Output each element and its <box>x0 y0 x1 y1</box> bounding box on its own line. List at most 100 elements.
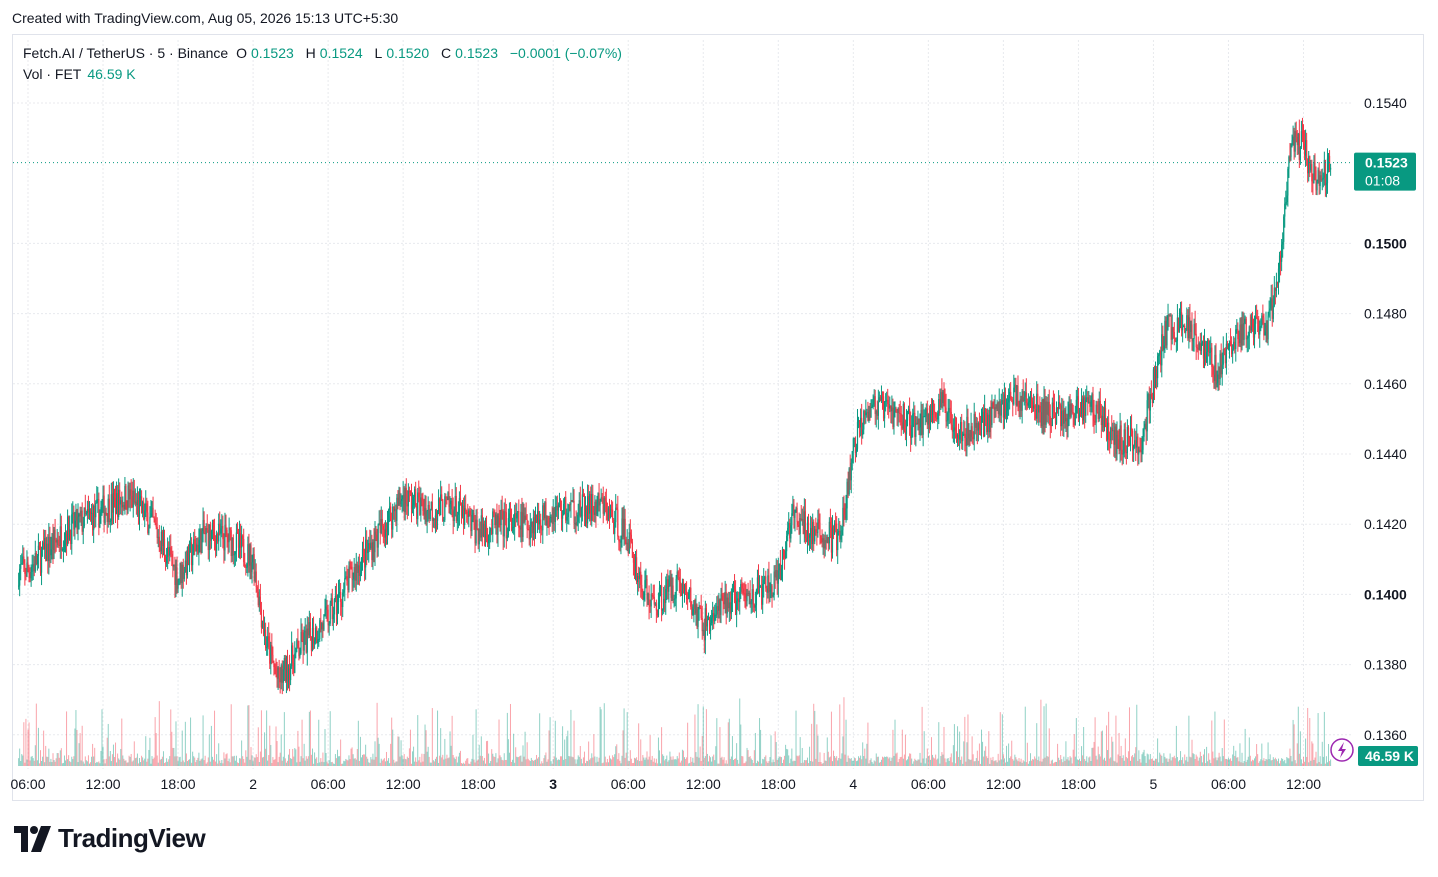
candle-body <box>540 519 542 530</box>
volume-bar <box>302 758 304 766</box>
candle-body <box>92 512 94 531</box>
volume-bar <box>907 759 909 766</box>
candle-body <box>1077 396 1080 419</box>
volume-bar <box>330 762 332 766</box>
volume-bar <box>505 759 507 766</box>
volume-bar <box>1120 745 1122 766</box>
candle-body <box>426 510 428 522</box>
candle-body <box>985 408 987 413</box>
volume-bar <box>1092 747 1094 766</box>
candle-body <box>643 591 645 600</box>
volume-bar <box>1060 755 1062 766</box>
candle-body <box>102 495 104 505</box>
candle-body <box>883 401 886 419</box>
volume-bar <box>898 758 900 766</box>
candle-body <box>1144 423 1146 428</box>
candle-body <box>823 538 825 549</box>
volume-bar <box>1119 756 1121 766</box>
volume-bar <box>1073 734 1075 766</box>
volume-bar <box>376 702 378 766</box>
candle-body <box>191 542 193 566</box>
volume-bar <box>161 756 163 766</box>
volume-bar <box>491 749 493 766</box>
candle-body <box>82 526 84 532</box>
volume-bar <box>1078 758 1080 766</box>
volume-bar <box>677 758 679 766</box>
volume-bar <box>186 761 188 766</box>
volume-bar <box>239 758 241 766</box>
volume-bar <box>635 758 637 766</box>
volume-bar <box>178 757 180 766</box>
volume-bar <box>714 760 716 766</box>
volume-bar <box>965 761 967 766</box>
candle-body <box>29 573 31 579</box>
volume-bar <box>1143 749 1145 766</box>
volume-bar <box>923 731 925 766</box>
volume-bar <box>418 760 420 766</box>
volume-bar <box>1007 761 1009 766</box>
volume-bar <box>158 701 160 766</box>
chart-frame[interactable] <box>12 34 1424 801</box>
candle-body <box>346 576 348 581</box>
candle-body <box>671 585 673 598</box>
candle-body <box>723 601 725 605</box>
volume-bar <box>1106 725 1108 766</box>
volume-bar <box>721 756 723 766</box>
volume-bar <box>618 753 620 766</box>
candle-body <box>925 408 927 417</box>
volume-bar <box>789 763 791 766</box>
candle-body <box>78 514 80 517</box>
candle-body <box>1059 401 1061 406</box>
price-badge-countdown: 01:08 <box>1365 173 1400 189</box>
volume-bar <box>561 756 563 766</box>
candle-body <box>890 406 892 412</box>
volume-bar <box>192 751 194 766</box>
candle-body <box>1108 422 1110 440</box>
candle-body <box>698 605 700 610</box>
candle-body <box>1080 398 1083 414</box>
volume-bar <box>864 748 866 766</box>
candle-body <box>1310 164 1312 171</box>
volume-bar <box>1314 757 1316 766</box>
candle-body <box>1095 404 1097 423</box>
volume-bar <box>409 729 411 766</box>
volume-bar <box>189 759 191 766</box>
volume-bar <box>501 759 503 766</box>
candle-body <box>120 500 122 505</box>
candle-body <box>1097 411 1099 419</box>
candle-body <box>226 529 228 536</box>
candle-body <box>792 504 794 514</box>
lightning-icon[interactable] <box>1330 738 1354 762</box>
candle-body <box>732 586 735 590</box>
candle-body <box>66 516 69 545</box>
volume-bar <box>706 753 708 766</box>
candle-body <box>1204 341 1207 363</box>
volume-bar <box>1111 736 1113 766</box>
candle-body <box>159 547 161 552</box>
volume-bar <box>289 749 291 766</box>
volume-bar <box>1292 719 1294 766</box>
volume-bar <box>1158 762 1160 766</box>
volume-bar <box>368 762 370 766</box>
candle-body <box>178 578 180 580</box>
candle-body <box>936 417 938 420</box>
candle-body <box>694 600 696 614</box>
volume-bar <box>191 762 193 766</box>
volume-bar <box>577 755 579 766</box>
candle-body <box>946 420 948 422</box>
volume-bar <box>228 758 230 766</box>
candle-body <box>53 529 55 551</box>
volume-bar <box>394 762 396 766</box>
candle-body <box>117 493 119 518</box>
symbol-title[interactable]: Fetch.AI / TetherUS · 5 · Binance <box>23 45 229 61</box>
candle-body <box>1026 403 1028 406</box>
candle-body <box>816 531 818 534</box>
volume-bar <box>269 725 271 766</box>
candle-body <box>968 433 970 439</box>
volume-bar <box>808 763 810 766</box>
tradingview-brand[interactable]: TradingView <box>14 823 206 854</box>
candle-body <box>525 515 527 520</box>
candle-body <box>965 437 967 446</box>
candle-body <box>19 568 21 586</box>
